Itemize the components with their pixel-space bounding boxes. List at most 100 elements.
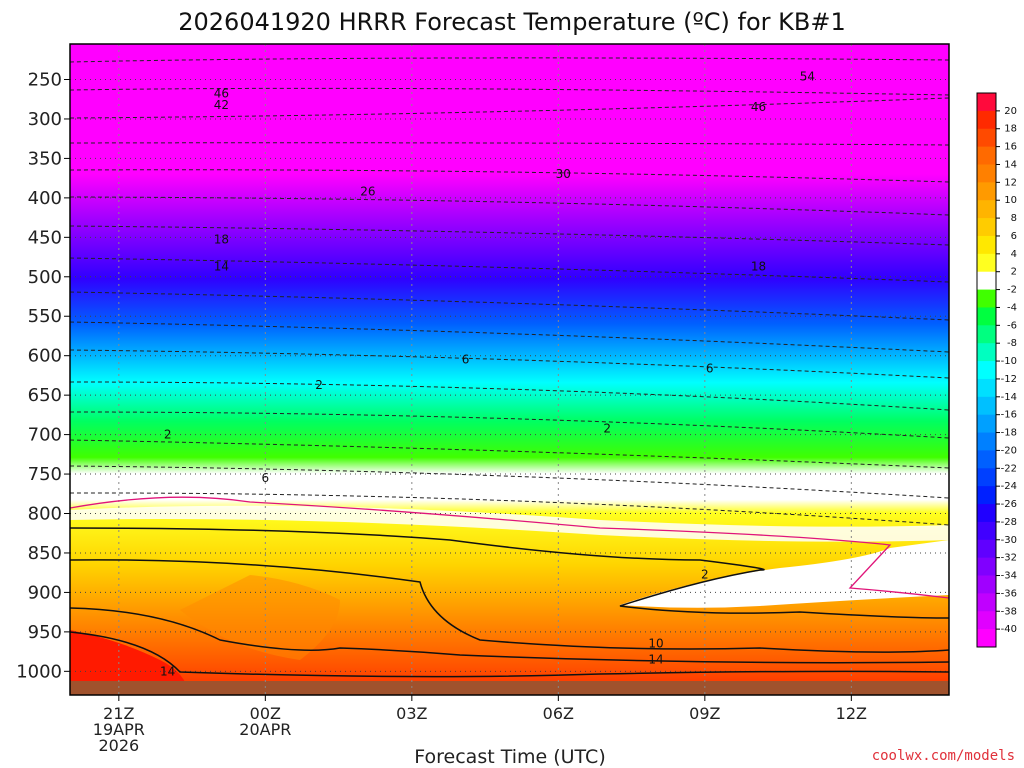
contour-label: 30: [556, 167, 571, 181]
colorbar-label: 4: [1011, 249, 1017, 260]
colorbar-label: -10: [1001, 356, 1017, 367]
colorbar-swatch: [977, 128, 996, 148]
colorbar-swatch: [977, 93, 996, 112]
colorbar-swatch: [977, 235, 996, 255]
colorbar-swatch: [977, 611, 996, 630]
colorbar-swatch: [977, 200, 996, 219]
colorbar-swatch: [977, 486, 996, 505]
colorbar-swatch: [977, 218, 996, 237]
x-tick-label: 06Z: [543, 704, 574, 723]
warm-core-region: [70, 630, 190, 695]
colorbar-swatch: [977, 450, 996, 469]
colorbar-swatch: [977, 253, 996, 273]
y-tick-label: 1000: [16, 661, 62, 682]
colorbar-swatch: [977, 593, 996, 612]
contour-label: 54: [800, 69, 815, 83]
contour-label: 6: [462, 353, 470, 367]
colorbar: 20 18 16 14 12 10 8 6 4 2 -2 -4 -6 -8 -10 -12 -14 -16 -18 -…: [976, 92, 1017, 648]
contour-label: 42: [214, 98, 229, 112]
colorbar-swatch: [977, 575, 996, 594]
colorbar-label: 20: [1004, 106, 1017, 117]
contour-label: 46: [751, 100, 766, 114]
colorbar-swatch: [977, 361, 996, 380]
colorbar-label: -18: [1001, 428, 1017, 439]
contour-label: 18: [214, 233, 229, 247]
contour-label: 6: [262, 471, 270, 485]
contour-label: 6: [706, 361, 714, 375]
x-tick-label: 20APR: [239, 720, 291, 739]
colorbar-label: -32: [1001, 553, 1017, 564]
contour-label: 14: [160, 664, 175, 678]
colorbar-swatch: [977, 343, 996, 362]
colorbar-label: -20: [1001, 445, 1017, 456]
y-tick-label: 350: [28, 148, 62, 169]
colorbar-label: 2: [1011, 267, 1017, 278]
grid-lines: [70, 44, 949, 695]
y-tick-label: 550: [28, 306, 62, 327]
x-tick-label: 09Z: [689, 704, 720, 723]
ground-band: [70, 681, 949, 695]
y-tick-label: 600: [28, 346, 62, 367]
colorbar-label: 18: [1004, 124, 1017, 135]
freezing-layer-band: [70, 505, 949, 542]
x-tick-label: 03Z: [396, 704, 427, 723]
contour-label: 18: [751, 260, 766, 274]
y-tick-label: 750: [28, 464, 62, 485]
colorbar-swatch: [977, 557, 996, 577]
x-tick-label: 00Z: [250, 704, 281, 723]
colorbar-swatch: [977, 504, 996, 523]
colorbar-swatch: [977, 521, 996, 541]
white-layer-lobe: [620, 540, 949, 608]
y-tick-label: 650: [28, 385, 62, 406]
contour-label: 2: [164, 428, 172, 442]
y-tick-label: 500: [28, 267, 62, 288]
plot-frame: [69, 43, 950, 696]
colorbar-label: 16: [1004, 142, 1017, 153]
colorbar-label: 8: [1011, 213, 1017, 224]
contour-label: 26: [360, 185, 375, 199]
pressure-axis: 250 300 350 400 450 500 550 600 650 700 750 800 850 9…: [16, 70, 70, 682]
colorbar-swatch: [977, 289, 996, 308]
credit-text: coolwx.com/models: [872, 748, 1015, 764]
colorbar-swatch: [977, 182, 996, 201]
x-tick-label: 19APR: [93, 720, 145, 739]
x-tick-label: 2026: [98, 736, 139, 755]
colorbar-swatch: [977, 629, 996, 648]
colorbar-label: -4: [1007, 302, 1017, 313]
colorbar-frame: [976, 92, 997, 648]
y-tick-label: 300: [28, 109, 62, 130]
colorbar-label: -2: [1007, 285, 1017, 296]
colorbar-label: -36: [1001, 588, 1017, 599]
colorbar-swatch: [977, 539, 996, 559]
colorbar-label: -6: [1007, 320, 1017, 331]
colorbar-swatch: [977, 146, 996, 165]
colorbar-label: 6: [1011, 231, 1017, 242]
colorbar-swatch: [977, 325, 996, 344]
colorbar-swatch: [977, 164, 996, 183]
colorbar-label: 12: [1004, 177, 1017, 188]
contour-label: 14: [648, 652, 663, 666]
colorbar-swatch: [977, 396, 996, 416]
warm-band-region: [180, 575, 340, 660]
contour-label: 14: [214, 260, 229, 274]
colorbar-label: -22: [1001, 463, 1017, 474]
colorbar-label: -28: [1001, 517, 1017, 528]
colorbar-label: 10: [1004, 195, 1017, 206]
contour-label: 46: [214, 87, 229, 101]
colorbar-label: -40: [1001, 624, 1017, 635]
colorbar-swatch: [977, 432, 996, 451]
y-tick-label: 800: [28, 504, 62, 525]
contour-label: 2: [701, 567, 709, 581]
colorbar-label: -16: [1001, 410, 1017, 421]
x-tick-label: 12Z: [836, 704, 867, 723]
contour-lines: [70, 57, 949, 678]
colorbar-label: -26: [1001, 499, 1017, 510]
colorbar-label: -38: [1001, 606, 1017, 617]
colorbar-swatch: [977, 307, 996, 326]
contour-label: 2: [315, 378, 323, 392]
y-tick-label: 400: [28, 188, 62, 209]
